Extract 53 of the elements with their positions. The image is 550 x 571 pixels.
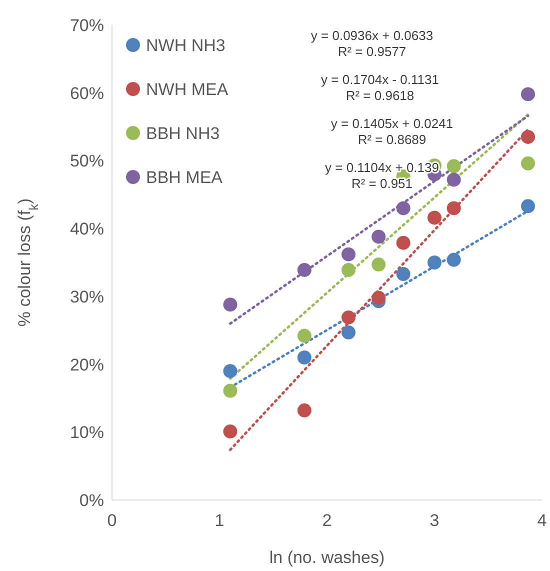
point bbox=[446, 172, 461, 187]
y-tick-label: 10% bbox=[70, 423, 104, 442]
y-tick-label: 20% bbox=[70, 355, 104, 374]
point bbox=[342, 325, 356, 340]
point bbox=[297, 350, 312, 364]
point bbox=[372, 258, 386, 272]
annotation: R² = 0.9577 bbox=[338, 44, 406, 59]
point bbox=[297, 403, 312, 418]
y-tick-label: 0% bbox=[79, 491, 104, 510]
legend-label: NWH MEA bbox=[146, 80, 229, 99]
annotation: R² = 0.9618 bbox=[346, 88, 414, 103]
point bbox=[342, 247, 356, 262]
y-tick-label: 30% bbox=[70, 287, 104, 306]
x-tick-label: 1 bbox=[214, 511, 224, 530]
y-tick-label: 70% bbox=[70, 16, 104, 35]
x-tick-label: 2 bbox=[322, 511, 332, 530]
x-tick-label: 3 bbox=[430, 511, 440, 530]
point bbox=[521, 130, 536, 144]
legend-label: BBH MEA bbox=[146, 168, 224, 187]
point bbox=[521, 199, 536, 214]
point bbox=[223, 424, 238, 438]
point bbox=[223, 384, 238, 398]
x-tick-label: 0 bbox=[107, 511, 117, 530]
y-tick-label: 40% bbox=[70, 220, 104, 239]
y-tick-label: 50% bbox=[70, 152, 104, 171]
point bbox=[372, 290, 386, 305]
annotation: y = 0.1704x - 0.1131 bbox=[321, 72, 439, 87]
point bbox=[342, 310, 356, 324]
point bbox=[521, 87, 536, 102]
legend-label: NWH NH3 bbox=[146, 36, 226, 55]
point bbox=[396, 267, 410, 282]
annotation: R² = 0.951 bbox=[351, 176, 413, 191]
point bbox=[446, 201, 461, 216]
x-tick-label: 4 bbox=[537, 511, 547, 530]
y-tick-label: 60% bbox=[70, 84, 104, 103]
point bbox=[396, 236, 410, 250]
point bbox=[372, 230, 386, 244]
point bbox=[223, 298, 238, 312]
point bbox=[446, 159, 461, 174]
x-axis-title: ln (no. washes) bbox=[269, 548, 385, 567]
point bbox=[342, 262, 356, 277]
annotation: R² = 0.8689 bbox=[358, 132, 426, 147]
legend-label: BBH NH3 bbox=[146, 124, 220, 143]
point bbox=[428, 210, 442, 225]
point bbox=[297, 262, 312, 277]
point bbox=[521, 156, 536, 170]
annotation: y = 0.1405x + 0.0241 bbox=[330, 116, 454, 131]
annotation: y = 0.0936x + 0.0633 bbox=[310, 28, 434, 43]
point bbox=[297, 328, 312, 343]
point bbox=[446, 252, 461, 267]
point bbox=[428, 256, 442, 270]
point bbox=[396, 201, 410, 216]
point bbox=[223, 364, 238, 378]
